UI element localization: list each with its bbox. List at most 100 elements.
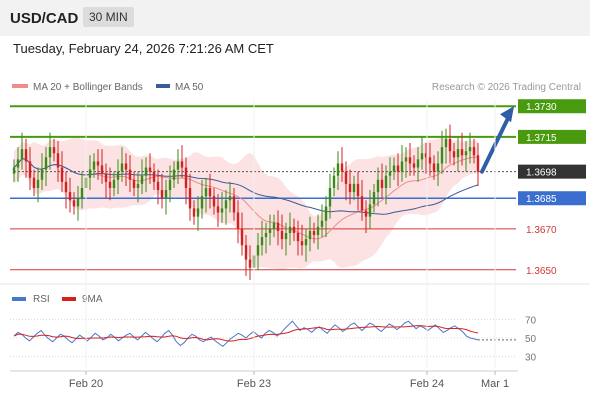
candle: [356, 171, 360, 211]
candle: [128, 155, 132, 193]
candle-body: [348, 183, 352, 193]
candle: [40, 153, 44, 191]
candle-body: [248, 259, 252, 268]
candle: [368, 190, 372, 229]
candle: [116, 159, 120, 195]
candle: [256, 232, 260, 270]
candle: [284, 222, 288, 256]
candle: [24, 138, 28, 178]
candle: [400, 145, 404, 182]
candle-body: [460, 149, 464, 156]
candle-body: [444, 138, 448, 148]
candle: [464, 140, 468, 172]
candle: [380, 163, 384, 199]
candle: [76, 185, 80, 221]
candle-body: [360, 196, 364, 211]
candle-body: [16, 159, 20, 168]
candle: [408, 143, 412, 176]
candle: [32, 169, 36, 197]
candle: [320, 204, 324, 238]
candle: [220, 192, 224, 223]
candle-body: [108, 181, 112, 188]
candle-body: [80, 188, 84, 199]
candle-body: [136, 183, 140, 188]
candle: [244, 235, 248, 276]
candle-body: [384, 175, 388, 188]
candle-body: [468, 147, 472, 152]
candle: [388, 157, 392, 188]
candle: [248, 245, 252, 280]
candle: [192, 200, 196, 225]
candle: [28, 147, 32, 191]
candle-body: [304, 239, 308, 246]
candle: [476, 143, 480, 186]
candle: [412, 155, 416, 176]
pair-title: USD/CAD: [10, 10, 79, 27]
candle: [224, 190, 228, 225]
candle-body: [356, 183, 360, 197]
x-tick-label: Feb 20: [69, 378, 103, 390]
candle-body: [264, 232, 268, 238]
price-levels: [10, 105, 516, 271]
candle-body: [124, 163, 128, 170]
candle: [268, 214, 272, 246]
resistance-label-box: [518, 129, 586, 144]
rsi-legend-swatch: [12, 297, 26, 301]
candle: [236, 200, 240, 244]
candle: [124, 153, 128, 186]
candle: [260, 220, 264, 256]
candle-body: [352, 183, 356, 193]
candle: [64, 171, 68, 209]
candle: [372, 183, 376, 213]
candle-body: [128, 169, 132, 180]
chart-datetime: Tuesday, February 24, 2026 7:21:26 AM CE…: [13, 41, 274, 56]
rsi-tick-label: 30: [525, 353, 537, 364]
candle-body: [456, 149, 460, 158]
candle: [336, 151, 340, 191]
candle-body: [12, 167, 16, 174]
candle: [60, 151, 64, 193]
candle: [204, 177, 208, 213]
candle: [196, 196, 200, 231]
x-tick-label: Feb 24: [410, 378, 444, 390]
candle-body: [144, 167, 148, 176]
pivot-label: 1.3685: [526, 194, 557, 205]
candle: [340, 147, 344, 182]
candle-body: [332, 175, 336, 188]
candle: [308, 216, 312, 252]
candle: [164, 179, 168, 215]
candle: [468, 132, 472, 164]
candle-body: [344, 171, 348, 184]
candle-body: [216, 206, 220, 213]
candle-body: [340, 163, 344, 172]
candle-body: [40, 169, 44, 180]
candle-body: [160, 190, 164, 199]
candle-body: [56, 153, 60, 168]
candle-body: [420, 153, 424, 160]
candle: [20, 132, 24, 170]
candle-body: [104, 173, 108, 182]
candle: [404, 147, 408, 178]
resistance-label: 1.3715: [526, 133, 557, 144]
candle-body: [200, 196, 204, 209]
candle-body: [236, 212, 240, 229]
ma50-legend-swatch: [156, 84, 170, 88]
candle: [160, 173, 164, 209]
candle-body: [440, 147, 444, 164]
candle-body: [284, 232, 288, 240]
timeframe-badge[interactable]: 30 MIN: [83, 7, 134, 27]
ma20-legend-label: MA 20 + Bollinger Bands: [33, 82, 143, 93]
x-tick-label: Mar 1: [481, 378, 509, 390]
candle-body: [220, 208, 224, 213]
candle-body: [92, 161, 96, 170]
candle: [88, 155, 92, 191]
candle: [316, 214, 320, 250]
candle: [344, 161, 348, 201]
ma50-line: [13, 158, 479, 215]
candle-body: [324, 206, 328, 221]
candle: [12, 159, 16, 182]
candle-body: [288, 226, 292, 233]
candle-body: [96, 161, 100, 166]
candle-body: [328, 188, 332, 207]
candle-body: [432, 163, 436, 172]
